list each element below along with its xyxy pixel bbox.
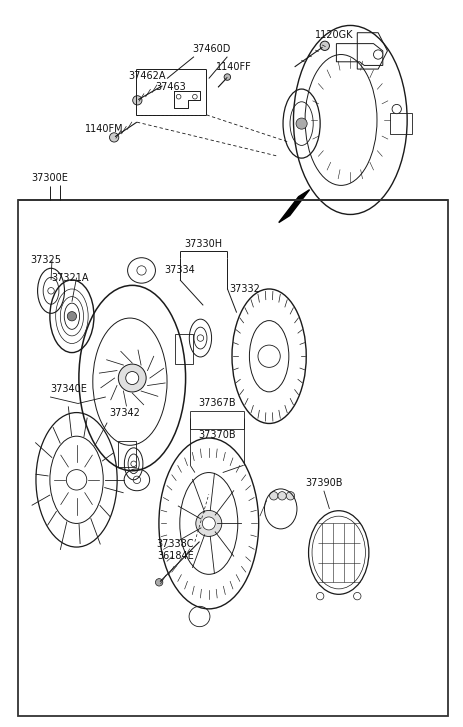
Bar	[18, 200, 447, 716]
Text: 1120GK: 1120GK	[314, 30, 352, 40]
Circle shape	[269, 491, 277, 500]
Text: 37462A: 37462A	[129, 71, 166, 81]
Circle shape	[224, 74, 230, 80]
Circle shape	[67, 312, 76, 321]
Text: 37300E: 37300E	[31, 173, 69, 183]
Circle shape	[132, 96, 142, 105]
Text: 37321A: 37321A	[51, 273, 88, 283]
Circle shape	[118, 364, 146, 392]
Text: 37460D: 37460D	[192, 44, 230, 55]
Circle shape	[353, 593, 360, 600]
Text: 37332: 37332	[229, 284, 260, 294]
Circle shape	[137, 266, 146, 275]
Bar	[118, 441, 136, 467]
Text: 37367B: 37367B	[198, 398, 236, 409]
Circle shape	[286, 491, 294, 500]
Text: 37342: 37342	[109, 408, 139, 418]
Text: 37390B: 37390B	[305, 478, 342, 489]
Text: 37325: 37325	[30, 255, 61, 265]
Circle shape	[316, 593, 323, 600]
Text: 1140FM: 1140FM	[85, 124, 124, 134]
Circle shape	[257, 345, 280, 367]
Circle shape	[133, 476, 140, 483]
Text: 37370B: 37370B	[198, 430, 236, 440]
Circle shape	[197, 335, 203, 341]
Circle shape	[202, 517, 215, 530]
Text: 1140FF: 1140FF	[216, 62, 252, 72]
Text: 37340E: 37340E	[50, 384, 87, 394]
Circle shape	[319, 41, 329, 50]
Circle shape	[373, 50, 382, 59]
Circle shape	[125, 371, 138, 385]
Bar	[175, 334, 193, 364]
Text: 37334: 37334	[164, 265, 195, 276]
Text: 36184E: 36184E	[156, 551, 194, 561]
Circle shape	[131, 461, 136, 467]
Bar	[389, 113, 411, 134]
Text: 37330H: 37330H	[184, 238, 222, 249]
Circle shape	[195, 510, 221, 537]
Circle shape	[48, 288, 54, 294]
Text: 37338C: 37338C	[156, 539, 194, 549]
Circle shape	[295, 118, 307, 129]
Circle shape	[391, 105, 400, 113]
Polygon shape	[278, 190, 309, 222]
Circle shape	[109, 133, 119, 142]
Circle shape	[277, 491, 286, 500]
Circle shape	[66, 470, 87, 490]
Text: 37463: 37463	[155, 82, 186, 92]
Circle shape	[155, 579, 163, 586]
